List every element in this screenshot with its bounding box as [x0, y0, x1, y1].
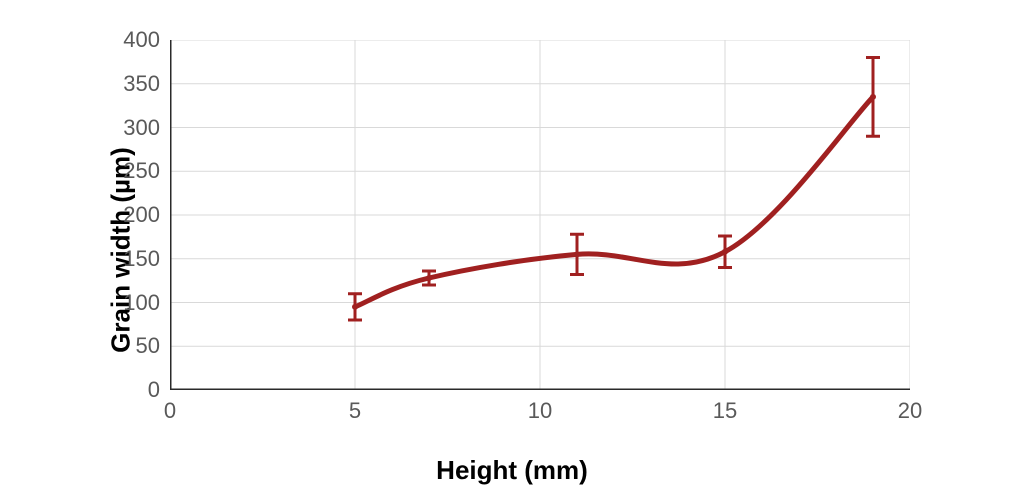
x-tick-label: 5 [349, 398, 361, 424]
y-tick-label: 100 [123, 290, 160, 316]
x-axis-label: Height (mm) [436, 455, 588, 486]
y-tick-label: 200 [123, 202, 160, 228]
y-tick-label: 250 [123, 158, 160, 184]
y-tick-label: 150 [123, 246, 160, 272]
x-tick-label: 20 [898, 398, 922, 424]
x-tick-label: 10 [528, 398, 552, 424]
chart-container: Grain width (µm) Height (mm) 05010015020… [0, 0, 1024, 500]
y-tick-label: 300 [123, 115, 160, 141]
y-tick-label: 50 [136, 333, 160, 359]
x-tick-label: 0 [164, 398, 176, 424]
y-tick-label: 0 [148, 377, 160, 403]
x-tick-label: 15 [713, 398, 737, 424]
chart-svg [170, 40, 910, 390]
plot-area [170, 40, 910, 390]
y-tick-label: 350 [123, 71, 160, 97]
y-tick-label: 400 [123, 27, 160, 53]
